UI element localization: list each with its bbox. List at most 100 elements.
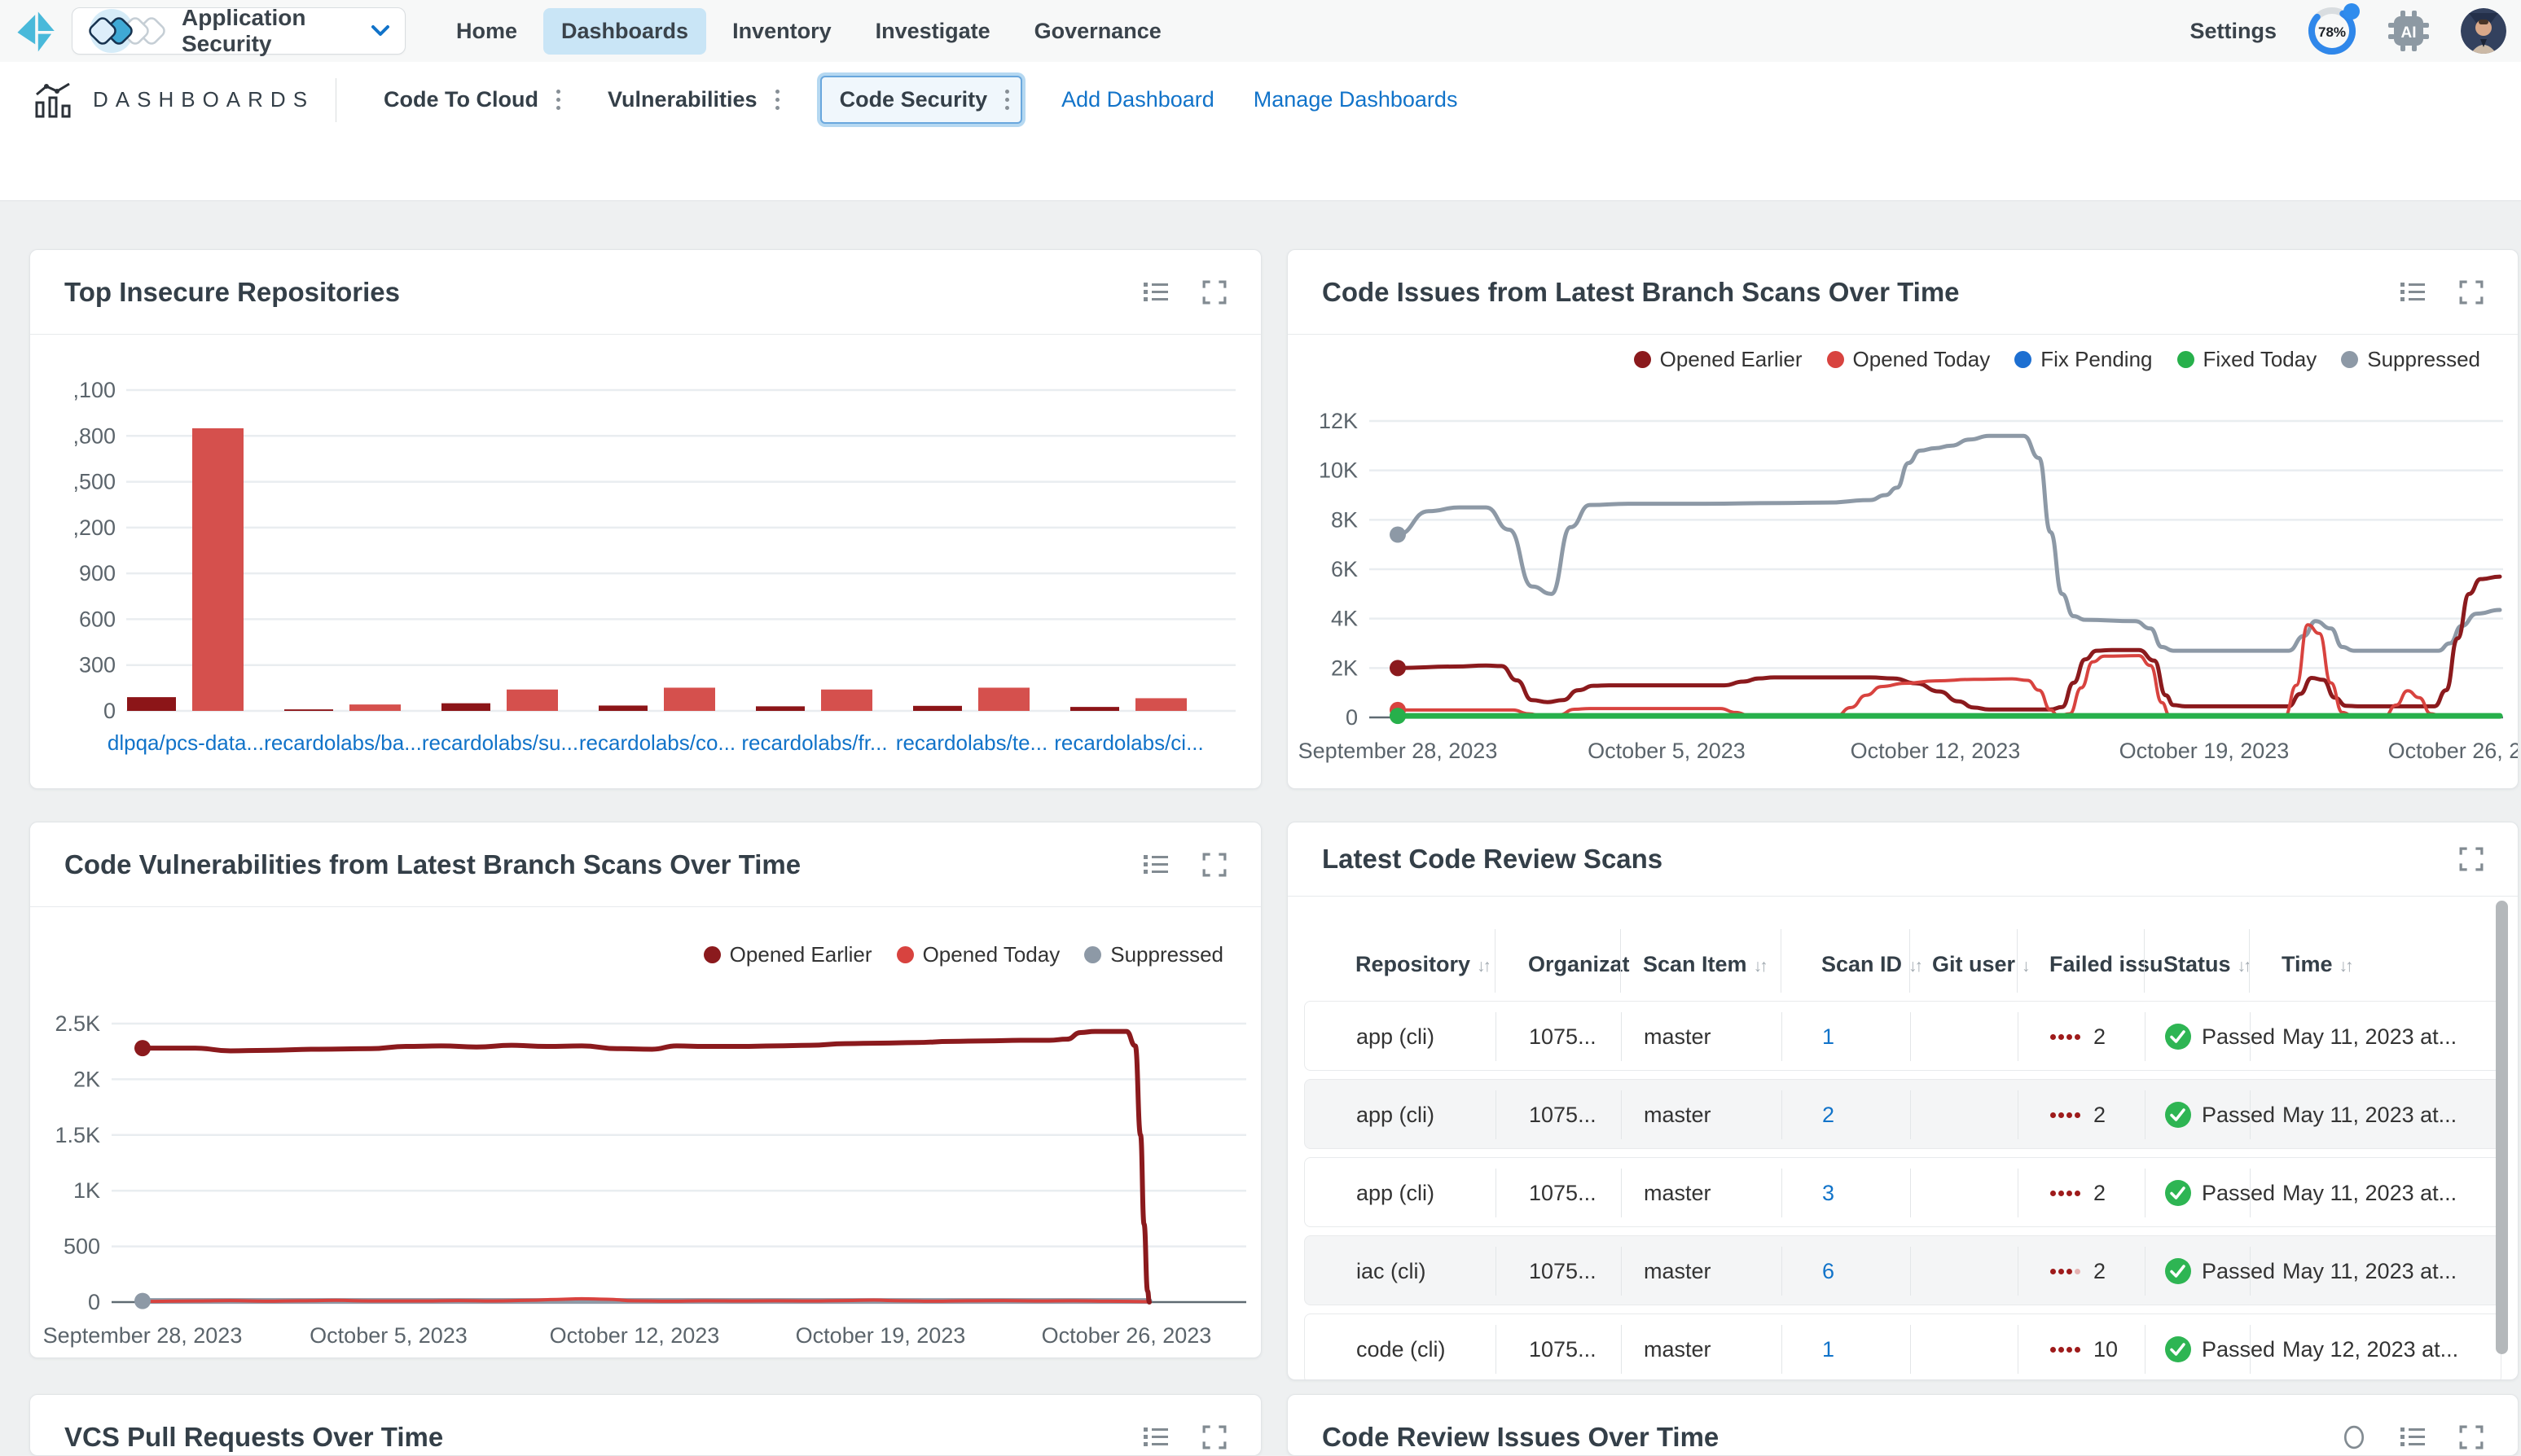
column-header-scan-item[interactable]: Scan Item↓↑ (1643, 952, 1766, 977)
panel-code-review-issues: Code Review Issues Over Time (1287, 1394, 2519, 1456)
cell-scan-id[interactable]: 1 (1822, 1002, 1904, 1072)
user-avatar[interactable] (2461, 8, 2506, 54)
dashboard-tab-code-to-cloud[interactable]: Code To Cloud (384, 87, 560, 112)
expand-icon[interactable] (2459, 847, 2484, 871)
svg-text:6K: 6K (1331, 557, 1358, 581)
nav-item-governance[interactable]: Governance (1017, 8, 1179, 55)
kebab-menu-icon[interactable] (775, 90, 780, 110)
cell-organization: 1075... (1529, 1158, 1617, 1228)
cell-scan-id[interactable]: 6 (1822, 1236, 1904, 1306)
nav-item-inventory[interactable]: Inventory (714, 8, 850, 55)
app-switcher-diamonds-icon (79, 8, 182, 54)
legend-item[interactable]: Opened Today (897, 942, 1061, 967)
sort-icon[interactable]: ↓↑ (2339, 957, 2352, 976)
dashboard-tab-code-security[interactable]: Code Security (820, 76, 1023, 124)
cell-git-user (1933, 1236, 2014, 1306)
cell-scan-item: master (1644, 1002, 1778, 1072)
legend-label: Opened Earlier (1660, 347, 1803, 372)
column-header-status[interactable]: Status↓↑ (2163, 952, 2250, 977)
column-header-git-user[interactable]: Git user↓ (1932, 952, 2028, 977)
legend-item[interactable]: Opened Earlier (704, 942, 872, 967)
column-divider (1910, 1325, 1911, 1374)
table-row[interactable]: app (cli)1075...master22PassedMay 11, 20… (1304, 1079, 2501, 1149)
expand-icon[interactable] (2459, 1425, 2484, 1449)
column-divider (1910, 1090, 1911, 1139)
sort-icon[interactable]: ↓↑ (1477, 957, 1489, 976)
svg-text:recardolabs/te...: recardolabs/te... (896, 730, 1047, 755)
list-view-icon[interactable] (2400, 280, 2425, 305)
panel-title: Code Issues from Latest Branch Scans Ove… (1322, 277, 2400, 308)
column-header-time[interactable]: Time↓↑ (2282, 952, 2352, 977)
sort-icon[interactable]: ↓↑ (1754, 957, 1766, 976)
column-header-failed-issu[interactable]: Failed issu (2049, 952, 2163, 977)
svg-text:October 5, 2023: October 5, 2023 (310, 1323, 468, 1348)
chart-legend: Opened Earlier Opened Today Fix Pending Fix… (1288, 335, 2518, 384)
legend-dot-icon (1827, 351, 1844, 368)
severity-dots-icon (2050, 1112, 2080, 1118)
svg-text:recardolabs/ba...: recardolabs/ba... (264, 730, 422, 755)
severity-dots-icon (2050, 1034, 2080, 1040)
column-header-scan-id[interactable]: Scan ID↓↑ (1821, 952, 1921, 977)
dashboard-tab-vulnerabilities[interactable]: Vulnerabilities (608, 87, 780, 112)
top-insecure-repositories-bar-chart[interactable]: 0300600900,200,500,800,100dlpqa/pcs-data… (30, 335, 1261, 788)
cell-scan-id[interactable]: 3 (1822, 1158, 1904, 1228)
list-view-icon[interactable] (1144, 853, 1168, 877)
ai-assistant-icon[interactable]: AI (2387, 10, 2430, 52)
main-nav: Home Dashboards Inventory Investigate Go… (438, 8, 1179, 55)
svg-text:1.5K: 1.5K (55, 1123, 100, 1147)
code-vulnerabilities-line-chart[interactable]: 05001K1.5K2K2.5KSeptember 28, 2023Octobe… (30, 972, 1261, 1358)
expand-icon[interactable] (1202, 280, 1227, 305)
nav-item-dashboards[interactable]: Dashboards (543, 8, 706, 55)
status-passed-icon (2164, 1179, 2192, 1207)
column-header-repository[interactable]: Repository↓↑ (1355, 952, 1489, 977)
cell-scan-id[interactable]: 2 (1822, 1080, 1904, 1150)
cell-status: Passed (2164, 1158, 2278, 1228)
column-divider (1909, 929, 1910, 993)
legend-item[interactable]: Fix Pending (2014, 347, 2152, 372)
svg-text:recardolabs/ci...: recardolabs/ci... (1054, 730, 1204, 755)
legend-item[interactable]: Fixed Today (2177, 347, 2317, 372)
kebab-menu-icon[interactable] (1005, 90, 1009, 110)
svg-text:October 19, 2023: October 19, 2023 (796, 1323, 966, 1348)
cell-git-user (1933, 1314, 2014, 1380)
svg-text:12K: 12K (1319, 409, 1358, 433)
column-divider (2250, 1012, 2251, 1061)
sort-icon[interactable]: ↓↑ (1908, 957, 1921, 976)
legend-item[interactable]: Opened Today (1827, 347, 1991, 372)
list-view-icon[interactable] (1144, 1425, 1168, 1449)
legend-item[interactable]: Suppressed (1084, 942, 1223, 967)
cell-status: Passed (2164, 1314, 2278, 1380)
app-switcher[interactable]: Application Security (72, 7, 406, 55)
cell-git-user (1933, 1002, 2014, 1072)
sort-icon[interactable]: ↓ (2022, 957, 2028, 976)
list-view-icon[interactable] (2400, 1425, 2425, 1449)
prisma-cloud-logo-icon[interactable] (13, 7, 60, 55)
cell-time: May 11, 2023 at... (2282, 1080, 2501, 1150)
manage-dashboards-link[interactable]: Manage Dashboards (1254, 87, 1458, 112)
code-issues-line-chart[interactable]: 02K4K6K8K10K12KSeptember 28, 2023October… (1288, 384, 2518, 788)
table-row[interactable]: app (cli)1075...master32PassedMay 11, 20… (1304, 1157, 2501, 1227)
dashboards-chart-icon (34, 81, 72, 119)
expand-icon[interactable] (1202, 853, 1227, 877)
list-view-icon[interactable] (1144, 280, 1168, 305)
cell-scan-id[interactable]: 1 (1822, 1314, 1904, 1380)
add-dashboard-link[interactable]: Add Dashboard (1061, 87, 1214, 112)
table-row[interactable]: code (cli)1075...master110PassedMay 12, … (1304, 1313, 2501, 1380)
vertical-scrollbar[interactable] (2496, 901, 2508, 1354)
status-label: Passed (2202, 1103, 2275, 1128)
nav-item-home[interactable]: Home (438, 8, 535, 55)
legend-item[interactable]: Opened Earlier (1634, 347, 1803, 372)
security-score-ring[interactable]: 78% (2308, 7, 2356, 55)
expand-icon[interactable] (2459, 280, 2484, 305)
column-divider (1621, 1247, 1622, 1296)
kebab-menu-icon[interactable] (556, 90, 560, 110)
nav-item-investigate[interactable]: Investigate (858, 8, 1008, 55)
legend-item[interactable]: Suppressed (2341, 347, 2480, 372)
table-row[interactable]: iac (cli)1075...master62PassedMay 11, 20… (1304, 1235, 2501, 1305)
settings-link[interactable]: Settings (2189, 19, 2277, 44)
table-row[interactable]: app (cli)1075...master12PassedMay 11, 20… (1304, 1001, 2501, 1071)
column-header-organizat[interactable]: Organizat (1528, 952, 1630, 977)
expand-icon[interactable] (1202, 1425, 1227, 1449)
cell-scan-item: master (1644, 1080, 1778, 1150)
sort-icon[interactable]: ↓↑ (2238, 957, 2250, 976)
